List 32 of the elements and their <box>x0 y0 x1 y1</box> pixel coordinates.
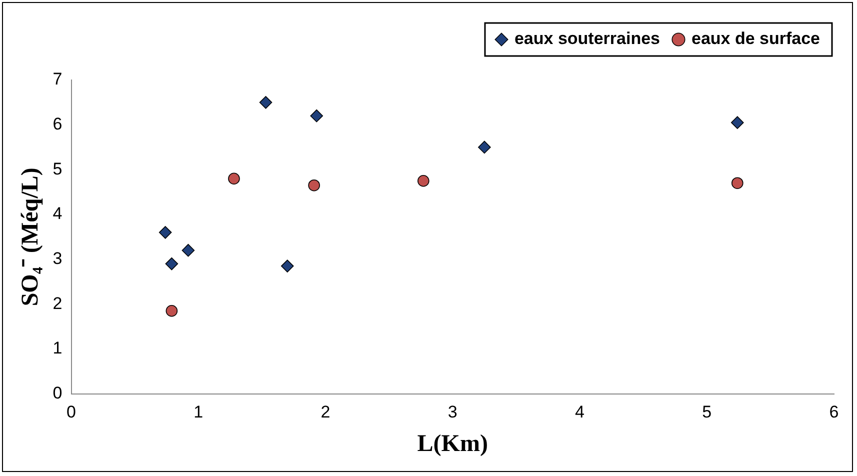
x-tick-label: 1 <box>194 402 204 422</box>
legend-label: eaux souterraines <box>514 29 660 48</box>
point <box>166 304 178 317</box>
y-axis-title: SO₄⁻ (Méq/L) <box>18 168 44 306</box>
point <box>165 257 178 270</box>
point <box>259 96 272 109</box>
point <box>308 179 320 192</box>
x-tick-label: 4 <box>575 402 584 422</box>
y-tick-label: 2 <box>52 294 62 313</box>
point <box>730 116 744 129</box>
x-tick-label: 0 <box>66 402 76 422</box>
y-tick-label: 6 <box>52 114 62 134</box>
y-tick-label: 7 <box>52 70 62 89</box>
y-tick-label: 0 <box>52 383 62 402</box>
y-tick-label: 5 <box>52 159 62 178</box>
point <box>417 174 430 187</box>
x-tick-label: 3 <box>448 402 458 422</box>
point <box>228 172 240 185</box>
point <box>158 226 172 239</box>
point <box>182 244 195 257</box>
y-tick-label: 3 <box>52 249 62 268</box>
point <box>731 177 744 190</box>
y-tick-label: 1 <box>52 338 62 358</box>
x-tick-label: 5 <box>702 402 712 422</box>
point <box>310 109 324 122</box>
x-tick-label: 6 <box>829 402 839 422</box>
x-axis-title: L(Km) <box>417 430 488 457</box>
x-tick-label: 2 <box>320 402 330 422</box>
point <box>280 260 294 272</box>
legend-label: eaux de surface <box>691 29 820 48</box>
y-tick-label: 4 <box>52 204 62 224</box>
point <box>478 140 491 154</box>
